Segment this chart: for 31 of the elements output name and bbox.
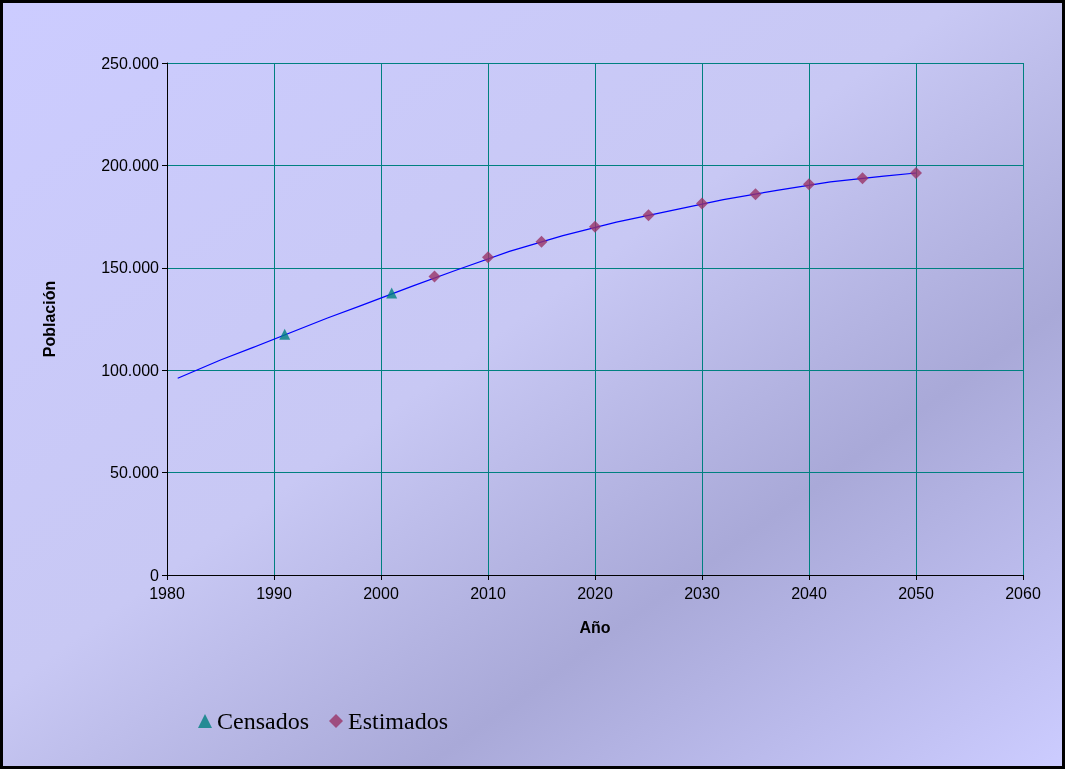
x-tick-label: 1980 <box>149 584 185 602</box>
y-tick-label: 50.000 <box>110 464 160 482</box>
point <box>803 178 815 191</box>
point <box>642 209 655 222</box>
y-tick-label: 150.000 <box>101 259 160 277</box>
point <box>910 166 922 179</box>
y-tick-label: 250.000 <box>101 54 160 72</box>
y-tick-label: 100.000 <box>101 361 160 379</box>
x-tick-label: 2050 <box>898 584 934 602</box>
y-axis-title: Población <box>40 280 58 358</box>
x-tick-label: 2020 <box>577 584 613 602</box>
point <box>749 188 762 201</box>
x-tick-label: 2060 <box>1005 584 1041 602</box>
x-tick-label: 2030 <box>684 584 720 602</box>
point <box>428 270 441 283</box>
point <box>482 251 494 264</box>
legend-label: Estimados <box>347 708 448 734</box>
x-tick-label: 1990 <box>256 584 292 602</box>
x-tick-label: 2010 <box>470 584 506 602</box>
x-tick-label: 2000 <box>363 584 399 602</box>
point <box>279 328 291 340</box>
point <box>589 220 601 233</box>
legend-label: Censados <box>217 708 309 734</box>
y-tick-label: 0 <box>150 566 160 584</box>
x-axis-title: Año <box>579 618 611 636</box>
point <box>696 197 708 210</box>
y-tick-label: 200.000 <box>101 156 160 174</box>
point <box>386 287 398 299</box>
point <box>856 172 869 185</box>
x-tick-label: 2040 <box>791 584 827 602</box>
point <box>535 235 548 248</box>
